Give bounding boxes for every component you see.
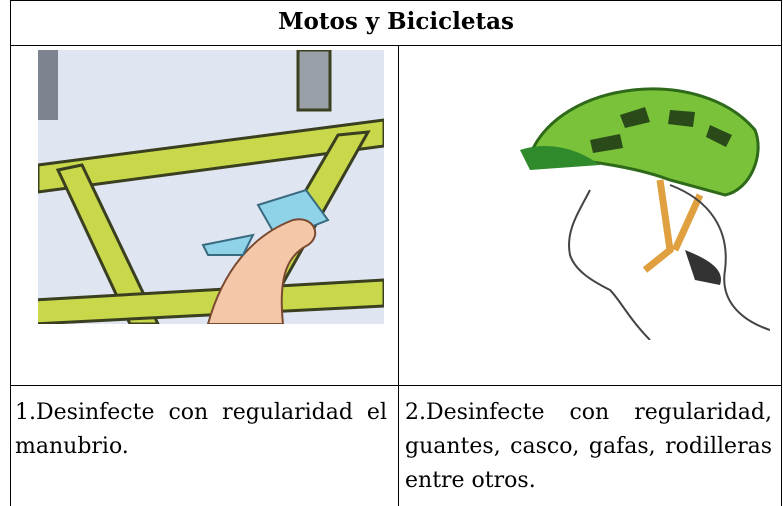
- border: [10, 45, 782, 46]
- helmet-image: [520, 87, 770, 340]
- border: [10, 0, 11, 506]
- table-title: Motos y Bicicletas: [278, 8, 514, 35]
- border: [398, 45, 399, 506]
- cell-text: 2.Desinfecte con regularidad, guantes, c…: [405, 400, 772, 493]
- bike-image: [38, 50, 384, 324]
- border: [10, 0, 782, 1]
- border: [781, 0, 782, 506]
- border: [10, 385, 782, 386]
- cell-text: 1.Desinfecte con regularidad el manubrio…: [15, 400, 387, 459]
